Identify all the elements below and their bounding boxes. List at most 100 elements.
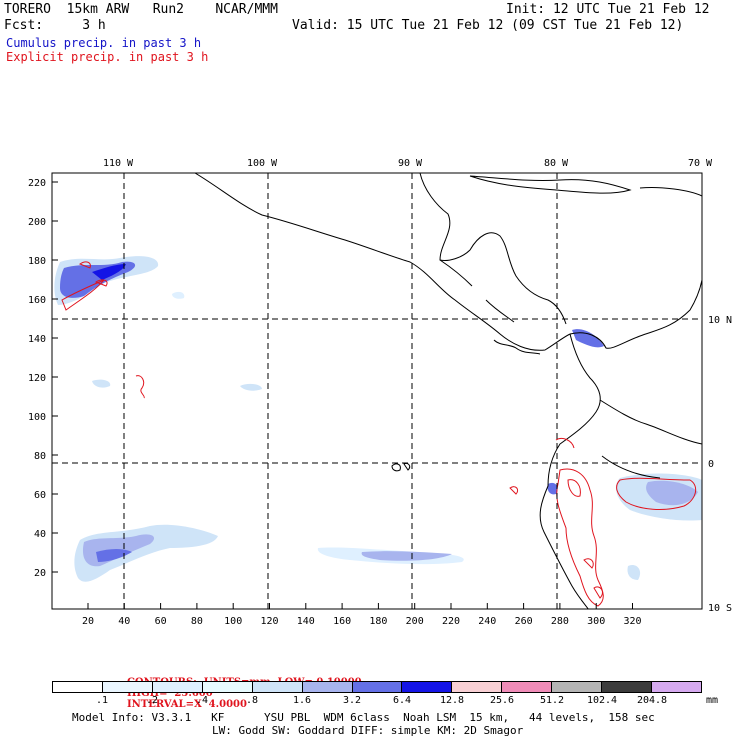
lon-label: 110 W [103,158,134,169]
model-title: TORERO 15km ARW Run2 NCAR/MMM [4,2,278,17]
map-border [51,172,703,610]
color-bar-swatch [202,682,253,692]
country-borders [439,259,702,479]
color-bar-swatch [352,682,403,692]
explicit-contour-mid [135,375,145,399]
galapagos-1 [391,463,401,472]
contours-interval: INTERVAL=X 4.0000 [126,699,247,710]
color-bar-label: 51.2 [539,695,565,706]
contours-high: HIGH= 25.600 [126,688,213,699]
explicit-contour-south [583,558,603,599]
color-bar-swatch [102,682,153,692]
color-bar-swatch [152,682,203,692]
explicit-contour-andes-inner [567,479,581,497]
cuba-outline [469,175,632,194]
color-bar-label: .4 [195,695,209,706]
init-time: Init: 12 UTC Tue 21 Feb 12 [506,2,710,17]
y-tick-label: 160 [28,295,46,306]
x-axis: 20 40 60 80 100 120 140 160 180 200 220 240 260 280 30… [82,603,642,627]
color-bar-swatch [502,682,553,692]
x-tick-label: 200 [406,616,424,627]
y-tick-label: 220 [28,178,46,189]
coastline-west-sa [539,333,601,609]
y-tick-label: 200 [28,217,46,228]
x-tick-label: 160 [333,616,351,627]
x-tick-label: 140 [297,616,315,627]
explicit-legend: Explicit precip. in past 3 h [6,50,209,64]
cumulus-legend: Cumulus precip. in past 3 h [6,36,202,50]
cumulus-spot-4 [627,564,641,580]
physics-info: LW: Godd SW: Goddard DIFF: simple KM: 2D… [212,724,524,737]
explicit-contour-nw-2 [78,261,108,287]
y-tick-label: 80 [34,451,46,462]
x-tick-label: 220 [442,616,460,627]
y-tick-label: 100 [28,412,46,423]
cumulus-area-east [646,480,698,506]
cumulus-spot-2 [92,379,111,388]
coastline-pacific [194,173,571,351]
explicit-contour-east [616,477,697,510]
x-tick-label: 40 [118,616,130,627]
color-bar-label: .1 [95,695,109,706]
forecast-hour: Fcst: 3 h [4,18,106,33]
lat-label: 10 N [708,315,732,326]
lon-label: 70 W [688,158,713,169]
x-tick-label: 300 [587,616,605,627]
x-tick-label: 260 [515,616,533,627]
galapagos-2 [403,463,411,471]
x-tick-label: 240 [478,616,496,627]
x-tick-label: 280 [551,616,569,627]
color-bar-swatch [452,682,503,692]
color-bar-label: 204.8 [636,695,668,706]
color-bar-labels: .1 .2 .4 .8 1.6 3.2 6.4 12.8 25.6 51.2 102.4 204.8 [52,695,702,707]
valid-time: Valid: 15 UTC Tue 21 Feb 12 (09 CST Tue … [292,18,684,33]
color-bar-label: 12.8 [439,695,465,706]
x-tick-label: 60 [155,616,167,627]
lon-label: 80 W [544,158,569,169]
x-tick-label: 80 [191,616,203,627]
color-bar-label: 102.4 [586,695,618,706]
lat-label: 0 [708,459,714,470]
y-axis: 220 200 180 160 140 120 100 80 60 40 20 [28,178,58,579]
explicit-contours [61,261,697,607]
color-bar-label: 25.6 [489,695,515,706]
color-bar-label: 6.4 [392,695,412,706]
cumulus-area-panama [572,329,604,348]
cumulus-core-nw [92,264,126,280]
lon-label: 100 W [247,158,278,169]
y-tick-label: 60 [34,490,46,501]
lon-label: 90 W [398,158,423,169]
color-bar-label: 1.6 [292,695,312,706]
x-tick-label: 320 [623,616,641,627]
x-tick-label: 180 [369,616,387,627]
color-bar-unit: mm [706,695,719,706]
hispaniola-outline [639,187,702,197]
x-tick-label: 120 [260,616,278,627]
geo-labels: 110 W 100 W 90 W 80 W 70 W 10 N 0 10 S [103,158,732,614]
color-bar-swatch [402,682,453,692]
y-tick-label: 20 [34,568,46,579]
coastline-north-sa [569,279,702,349]
color-bar-swatch [552,682,603,692]
y-tick-label: 120 [28,373,46,384]
color-bar-swatch [652,682,701,692]
y-tick-label: 180 [28,256,46,267]
y-tick-label: 140 [28,334,46,345]
cumulus-spot-andes [547,482,558,495]
x-tick-label: 20 [82,616,94,627]
color-bar [52,681,702,693]
lat-label: 10 S [708,603,732,614]
explicit-contour-andes [556,468,604,607]
x-tick-label: 100 [224,616,242,627]
explicit-contour-1 [555,437,575,449]
coastline-panama [493,339,541,355]
cumulus-spot-1 [172,291,185,299]
color-bar-label: 3.2 [342,695,362,706]
color-bar-swatch [252,682,303,692]
model-info: Model Info: V3.3.1 KF YSU PBL WDM 6class… [72,711,655,724]
color-bar-swatch [302,682,353,692]
explicit-contour-spot [509,486,519,495]
color-bar-label: .8 [245,695,259,706]
coastline-caribbean [419,173,567,325]
